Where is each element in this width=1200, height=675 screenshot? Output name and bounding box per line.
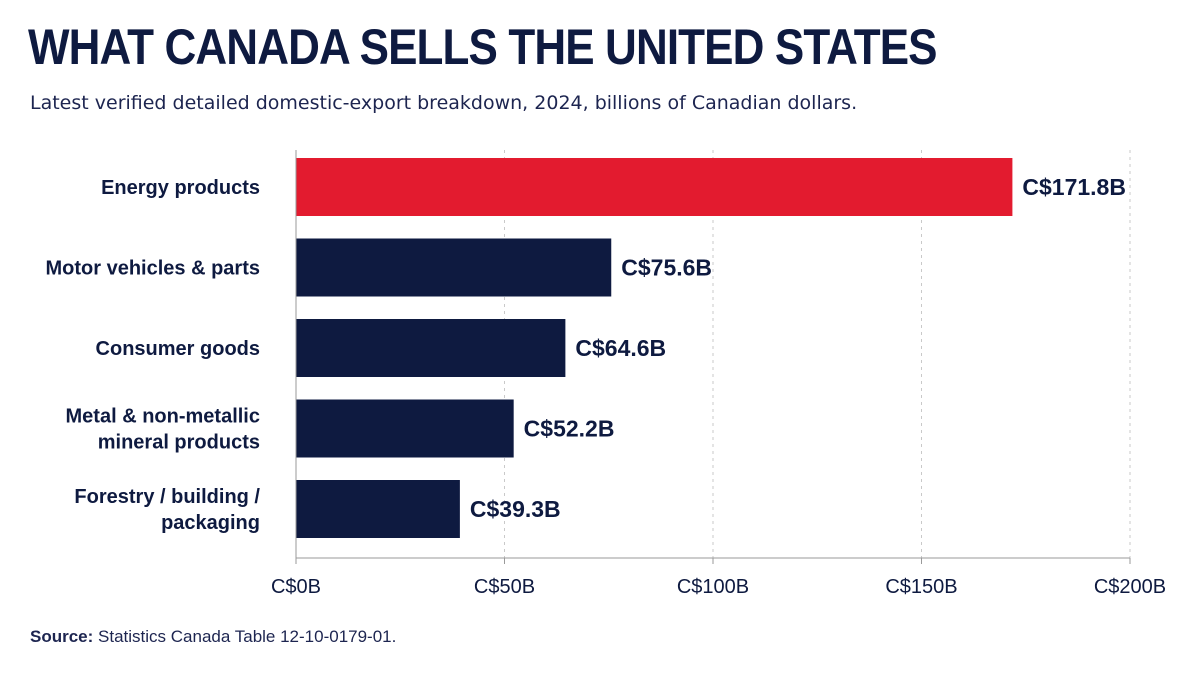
- bar: [296, 399, 514, 458]
- value-label: C$52.2B: [524, 416, 615, 442]
- value-label: C$171.8B: [1022, 174, 1126, 200]
- bar: [296, 238, 612, 297]
- value-label: C$39.3B: [470, 496, 561, 522]
- source-text: Statistics Canada Table 12-10-0179-01.: [98, 627, 397, 646]
- value-label: C$75.6B: [621, 255, 712, 281]
- x-tick-label: C$0B: [271, 576, 321, 598]
- value-label: C$64.6B: [575, 335, 666, 361]
- chart-subtitle: Latest verified detailed domestic-export…: [30, 92, 858, 114]
- x-tick-label: C$200B: [1094, 576, 1166, 598]
- x-tick-label: C$150B: [885, 576, 957, 598]
- bar: [296, 480, 460, 538]
- category-label: Motor vehicles & parts: [45, 258, 260, 280]
- source-note: Source: Statistics Canada Table 12-10-01…: [30, 626, 396, 648]
- bar-chart: C$171.8B Energy products C$75.6B Motor vehi…: [45, 150, 1166, 598]
- chart-title: WHAT CANADA SELLS THE UNITED STATES: [28, 19, 938, 75]
- category-label: Forestry / building / packaging: [74, 486, 260, 534]
- bar: [296, 319, 566, 377]
- category-label: Consumer goods: [96, 338, 260, 360]
- x-tick-label: C$100B: [677, 576, 749, 598]
- category-label: Energy products: [101, 177, 260, 199]
- bar: [296, 158, 1013, 216]
- x-tick-label: C$50B: [474, 576, 535, 598]
- category-label: Metal & non-metallic mineral products: [66, 406, 260, 454]
- source-label: Source:: [30, 627, 94, 646]
